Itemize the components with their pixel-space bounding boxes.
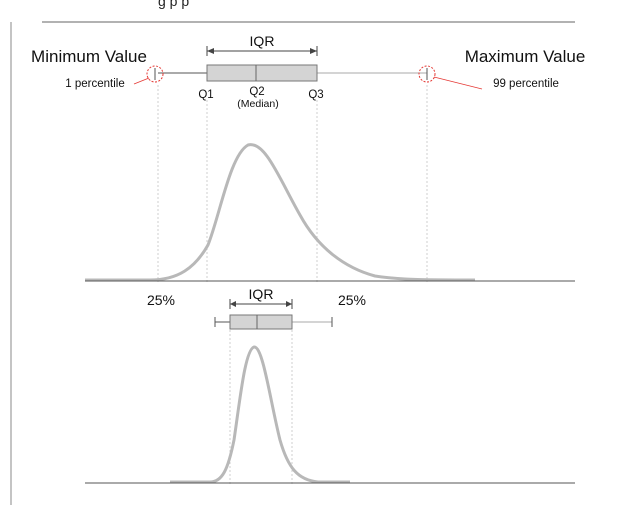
left-25pct-label: 25% — [147, 292, 175, 308]
bottom-iqr-box — [229, 314, 293, 330]
q3-label: Q3 — [308, 89, 323, 101]
max-value-label: Maximum Value — [465, 47, 586, 66]
min-leader — [133, 77, 150, 85]
min-percentile-label: 1 percentile — [65, 78, 124, 90]
bottom-distribution-curve — [170, 345, 350, 484]
min-marker — [146, 65, 164, 83]
bottom-boxplot: IQR — [214, 286, 333, 330]
bottom-iqr-label: IQR — [249, 286, 274, 302]
top-iqr-box — [206, 64, 318, 82]
top-iqr-label: IQR — [250, 33, 275, 49]
min-value-label: Minimum Value — [31, 47, 147, 66]
q2-label: Q2 — [249, 86, 264, 98]
top-caption-fragment: g p p — [158, 0, 189, 9]
median-label: (Median) — [237, 98, 278, 110]
q1-label: Q1 — [198, 89, 213, 101]
top-boxplot: IQR Minimum Value Maximum Value 1 percen… — [31, 33, 585, 110]
right-25pct-label: 25% — [338, 292, 366, 308]
max-percentile-label: 99 percentile — [493, 78, 559, 90]
max-marker — [418, 65, 436, 83]
top-distribution-curve — [85, 143, 476, 282]
max-leader — [433, 76, 483, 90]
top-guide-lines — [157, 85, 428, 282]
